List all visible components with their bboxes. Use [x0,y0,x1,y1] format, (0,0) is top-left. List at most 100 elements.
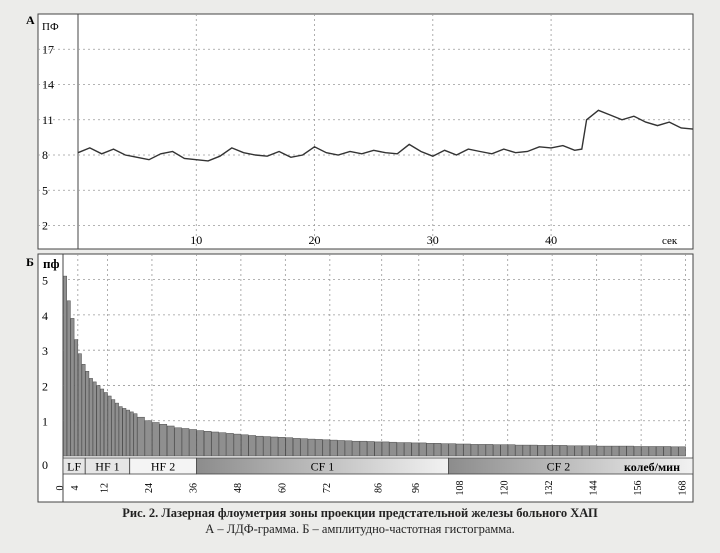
panel-b-label: Б [26,255,34,269]
histogram-bar [537,445,546,457]
histogram-bar [100,388,105,457]
histogram-bar [389,441,397,457]
panel-b-ytick-label: 4 [42,309,48,323]
histogram-bar [515,444,523,457]
histogram-bar [567,445,575,457]
band-label: CF 2 [547,460,571,474]
histogram-bar [374,441,382,457]
panel-b-xtick-label: 12 [99,483,110,493]
histogram-bar [126,409,130,457]
histogram-bar [329,439,338,457]
histogram-bar [144,420,153,457]
histogram-bar [352,440,360,457]
histogram-bar [270,436,279,457]
panel-b-xtick-label: 132 [544,481,555,496]
histogram-bar [493,444,501,457]
histogram-bar [129,411,134,457]
panel-a-xtick-label: 40 [545,233,557,247]
histogram-bar [381,441,390,457]
histogram-bar [137,416,145,457]
panel-b-ylabel: пф [43,256,60,271]
histogram-bar [218,432,227,457]
panel-a-tick-labels: 2 5 8 11 14 17 10 20 30 40 [42,42,557,247]
panel-b-xtick-label: 168 [678,481,689,496]
histogram-bar [81,364,86,457]
panel-b-xtick-label: 156 [633,481,644,496]
panel-a-xtick-label: 10 [190,233,202,247]
histogram-bar [337,440,345,457]
histogram-bar [152,422,160,457]
panel-b-xtick-label: 86 [374,483,385,493]
panel-b-xtick-label: 72 [322,483,333,493]
band-label: HF 2 [151,460,175,474]
histogram-bar [670,446,679,457]
histogram-bar [300,438,308,457]
histogram-bar [292,438,301,457]
histogram-bar [278,437,286,457]
histogram-bar [404,442,412,457]
histogram-bar [233,433,242,457]
histogram-bar [426,443,434,457]
histogram-bar [441,443,449,457]
histogram-bar [552,445,560,457]
histogram-bar [92,381,97,457]
band-label: LF [67,460,81,474]
panel-b-grid [63,254,693,456]
histogram-bar [589,445,597,457]
histogram-bar [433,443,442,457]
panel-a-ytick-label: 8 [42,148,48,162]
panel-a-ytick-label: 5 [42,183,48,197]
panel-b-xtick-label: 24 [144,483,155,493]
panel-b-xlabel: колеб/мин [624,460,680,474]
histogram-bar [315,439,323,457]
histogram-bar [263,436,271,457]
histogram-bar [63,275,67,457]
histogram-bar [604,445,612,457]
panel-b-ytick-label: 1 [42,415,48,429]
histogram-bar [174,427,182,457]
band-label: CF 1 [311,460,335,474]
histogram-bar [448,443,457,457]
panel-a-ytick-label: 2 [42,219,48,233]
panel-b-xtick-label: 108 [455,481,466,496]
histogram-bar [70,318,75,457]
panel-a-ylabel: ПФ [42,21,59,33]
histogram-bar [241,434,249,457]
histogram-bar [656,446,664,457]
panel-b-ytick-label: 5 [42,274,48,288]
figure-caption-subtitle: А – ЛДФ-грамма. Б – амплитудно-частотная… [205,522,515,536]
panel-b-ytick-label: 0 [42,458,48,472]
panel-b-xtick-label: 60 [277,483,288,493]
histogram-bar [463,443,471,457]
histogram-bar [507,444,516,457]
histogram-bar [115,402,119,457]
histogram-bar [530,444,538,457]
histogram-bar [107,395,112,457]
histogram-bar [619,445,627,457]
histogram-bar [77,353,82,457]
panel-b-xtick-label: 120 [500,481,511,496]
panel-a-ytick-label: 17 [42,42,54,56]
histogram-bar [181,428,190,457]
panel-b-xtick-label: 144 [589,481,600,496]
histogram-bar [596,445,605,457]
band-label: HF 1 [95,460,119,474]
histogram-bar [522,444,531,457]
histogram-bar [611,445,620,457]
panel-a-xlabel: сек [662,235,678,247]
panel-b-xtick-label: 96 [411,483,422,493]
panel-a-grid [38,14,693,249]
panel-a-frame [37,13,694,250]
histogram-bar [485,444,494,457]
panel-b-ytick-label: 2 [42,379,48,393]
panel-b-ytick-label: 3 [42,344,48,358]
histogram-bar [633,446,642,457]
histogram-bar [359,440,368,457]
histogram-bar [111,399,116,457]
histogram-bar [74,339,79,457]
histogram-bar [322,439,331,457]
histogram-bar [544,445,553,457]
